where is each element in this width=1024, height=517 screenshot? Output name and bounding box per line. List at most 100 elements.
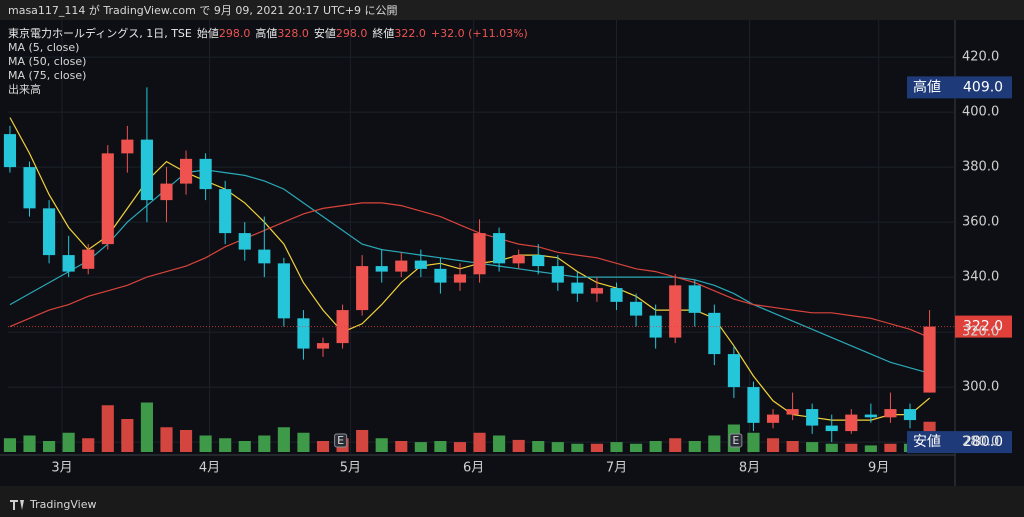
candle-body — [903, 409, 917, 421]
legend-entry: MA (50, close) — [8, 55, 86, 68]
volume-bar — [160, 427, 173, 452]
volume-bar — [649, 441, 662, 452]
candle-body — [62, 255, 75, 272]
volume-bar — [571, 443, 584, 452]
overlay: 高値 409.0 322.0 安値 280.0 E E — [8, 76, 1012, 454]
ohlc-label: 始値 — [197, 26, 219, 40]
x-tick-label: 5月 — [340, 461, 361, 476]
candle-body — [277, 263, 290, 319]
volume-bar — [630, 443, 643, 452]
candle-body — [23, 167, 36, 209]
y-tick-label: 280.0 — [962, 435, 999, 450]
candle-body — [101, 153, 114, 245]
y-tick-label: 300.0 — [962, 380, 999, 395]
volume-bar — [316, 441, 330, 452]
candle-body — [806, 409, 819, 426]
volume-bar — [610, 442, 623, 452]
candle-body — [747, 387, 760, 423]
marker-value: 322.0 — [963, 319, 1003, 335]
ohlc-value: 298.0 — [219, 27, 251, 40]
candle-body — [199, 158, 212, 190]
candle-body — [121, 139, 134, 154]
event-label: E — [732, 434, 739, 447]
volume-bar — [708, 435, 721, 452]
x-tick-label: 7月 — [606, 461, 627, 476]
volume-bar — [179, 430, 193, 452]
volume-bar — [140, 402, 153, 452]
y-tick-label: 360.0 — [962, 215, 999, 230]
ohlc-label: 終値 — [372, 26, 394, 40]
volume-bar — [199, 435, 212, 452]
volume-bar — [786, 441, 799, 452]
volume-bar — [3, 438, 17, 452]
candle-body — [512, 255, 525, 264]
change: +32.0 (+11.03%) — [431, 27, 528, 40]
candle-body — [395, 260, 408, 272]
volume-bar — [375, 438, 388, 452]
volume-bar — [23, 435, 36, 452]
volume-bar — [825, 443, 838, 452]
marker-label: 高値 — [913, 78, 941, 95]
candle-body — [884, 409, 897, 418]
candle-body — [3, 134, 17, 168]
x-tick-label: 4月 — [199, 461, 220, 476]
volume-bar — [395, 441, 408, 452]
volume-bar — [864, 445, 877, 452]
volume-bar — [845, 443, 858, 452]
y-tick-label: 340.0 — [962, 270, 999, 285]
volume-bar — [62, 432, 75, 452]
candle-body — [356, 266, 369, 311]
top-bar — [0, 0, 1024, 20]
volume-bar — [747, 432, 760, 452]
candle-body — [688, 285, 701, 313]
volume-bar — [277, 427, 290, 452]
candle-body — [727, 354, 740, 388]
volume-bar — [356, 430, 369, 452]
candle-body — [786, 409, 799, 415]
ohlc-value: 298.0 — [336, 27, 368, 40]
candle-body — [864, 414, 877, 418]
marker-value: 409.0 — [963, 79, 1003, 95]
volume-bar — [473, 432, 486, 452]
volume-bar — [297, 432, 310, 452]
candle-body — [571, 282, 584, 294]
ma-line — [9, 202, 930, 339]
candle-body — [610, 288, 623, 302]
legend-entry: MA (5, close) — [8, 41, 79, 54]
ohlc-label: 安値 — [314, 26, 336, 40]
candle-body — [160, 183, 173, 201]
ohlc-label: 高値 — [255, 26, 277, 40]
candle-body — [630, 301, 643, 316]
brand: TradingView — [29, 498, 96, 511]
bottom-bar — [0, 486, 1024, 517]
event-box — [334, 433, 348, 448]
volume-bar — [806, 442, 819, 452]
ma-line — [9, 117, 930, 421]
event-label: E — [337, 434, 344, 447]
candle-body — [532, 255, 545, 267]
volume-bar — [219, 438, 232, 452]
volume-bar — [493, 435, 506, 452]
price-marker — [955, 315, 1012, 338]
candle-body — [179, 158, 193, 184]
volume-bar — [453, 442, 467, 452]
volume-bar — [532, 441, 545, 452]
marker-value: 280.0 — [963, 434, 1003, 450]
candle-body — [766, 414, 780, 423]
volume-bar — [884, 443, 897, 452]
brand-logo — [10, 500, 24, 510]
x-tick-label: 9月 — [868, 461, 889, 476]
marker-label: 安値 — [913, 434, 941, 450]
legend-entry: 出来高 — [8, 82, 41, 96]
legend-header: 東京電力ホールディングス, 1日, TSE 始値298.0 高値328.0 安値298… — [8, 26, 528, 40]
x-tick-label: 6月 — [463, 461, 484, 476]
volume-bar — [43, 441, 56, 452]
candle-body — [238, 233, 251, 250]
price-marker — [907, 431, 1012, 454]
volume-bar — [669, 438, 682, 452]
candle-body — [453, 274, 467, 283]
volume-bar — [590, 443, 604, 452]
volume-bar — [238, 441, 251, 452]
